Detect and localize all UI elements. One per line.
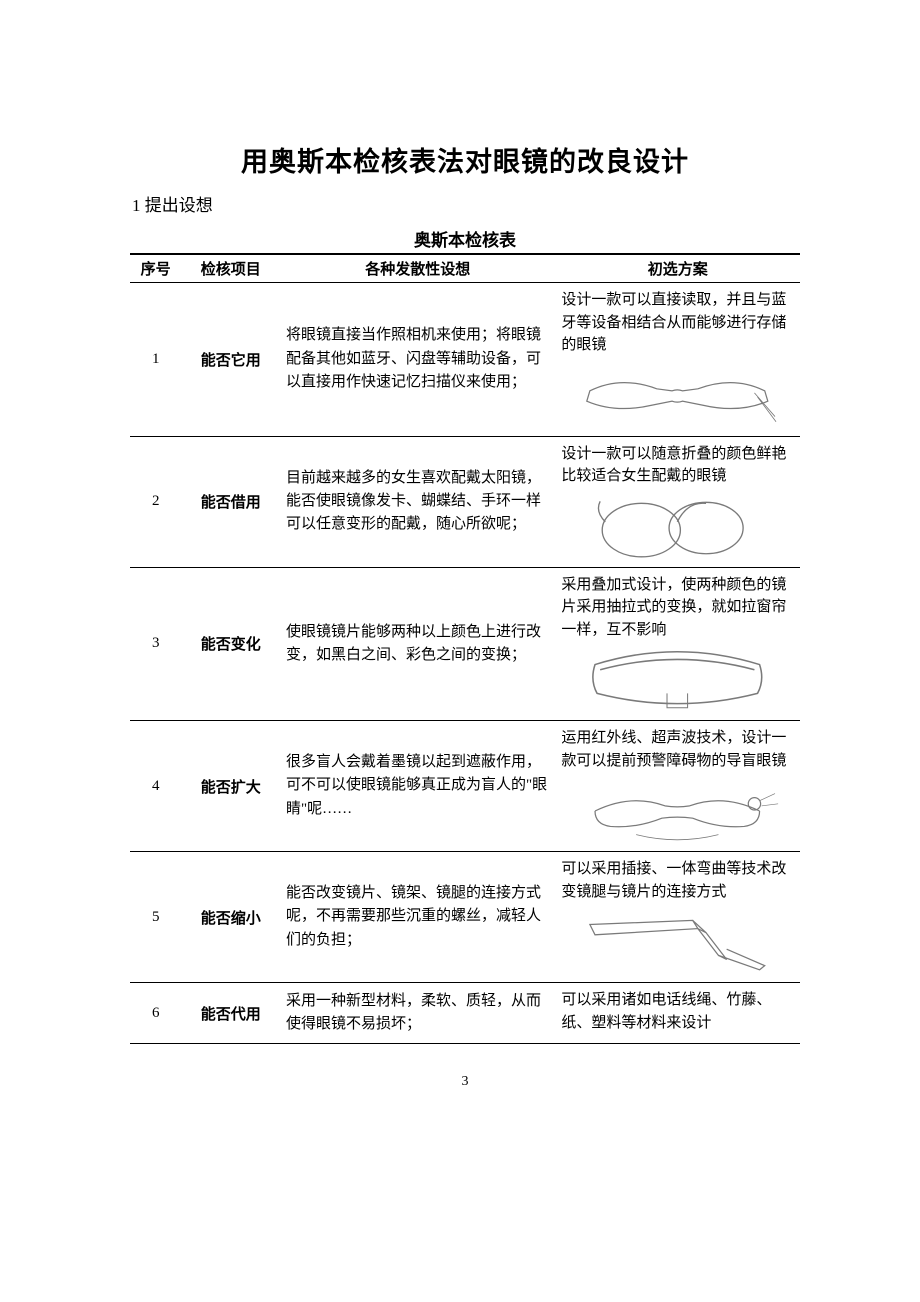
- cell-item: 能否代用: [181, 983, 280, 1044]
- table-row: 1 能否它用 将眼镜直接当作照相机来使用；将眼镜配备其他如蓝牙、闪盘等辅助设备，…: [130, 283, 800, 437]
- cell-plan: 运用红外线、超声波技术，设计一款可以提前预警障碍物的导盲眼镜: [555, 721, 800, 852]
- header-num: 序号: [130, 254, 181, 283]
- cell-item: 能否扩大: [181, 721, 280, 852]
- cell-item: 能否借用: [181, 436, 280, 567]
- cell-idea: 将眼镜直接当作照相机来使用；将眼镜配备其他如蓝牙、闪盘等辅助设备，可以直接用作快…: [280, 283, 555, 437]
- plan-text: 采用叠加式设计，使两种颜色的镜片采用抽拉式的变换，就如拉窗帘一样，互不影响: [561, 574, 794, 642]
- cell-item: 能否缩小: [181, 852, 280, 983]
- sketch-glasses-fold: [561, 491, 794, 563]
- cell-item: 能否变化: [181, 567, 280, 721]
- cell-plan: 采用叠加式设计，使两种颜色的镜片采用抽拉式的变换，就如拉窗帘一样，互不影响: [555, 567, 800, 721]
- cell-idea: 很多盲人会戴着墨镜以起到遮蔽作用，可不可以使眼镜能够真正成为盲人的"眼睛"呢……: [280, 721, 555, 852]
- cell-num: 3: [130, 567, 181, 721]
- plan-text: 运用红外线、超声波技术，设计一款可以提前预警障碍物的导盲眼镜: [561, 727, 794, 772]
- cell-idea: 目前越来越多的女生喜欢配戴太阳镜，能否使眼镜像发卡、蝴蝶结、手环一样可以任意变形…: [280, 436, 555, 567]
- table-row: 2 能否借用 目前越来越多的女生喜欢配戴太阳镜，能否使眼镜像发卡、蝴蝶结、手环一…: [130, 436, 800, 567]
- cell-num: 6: [130, 983, 181, 1044]
- plan-text: 可以采用插接、一体弯曲等技术改变镜腿与镜片的连接方式: [561, 858, 794, 903]
- cell-item: 能否它用: [181, 283, 280, 437]
- section-heading: 1 提出设想: [130, 191, 800, 216]
- page-number: 3: [130, 1074, 800, 1090]
- cell-num: 2: [130, 436, 181, 567]
- sketch-glasses-band: [561, 644, 794, 716]
- cell-num: 4: [130, 721, 181, 852]
- page-title: 用奥斯本检核表法对眼镜的改良设计: [130, 140, 800, 179]
- cell-plan: 可以采用插接、一体弯曲等技术改变镜腿与镜片的连接方式: [555, 852, 800, 983]
- plan-text: 可以采用诸如电话线绳、竹藤、纸、塑料等材料来设计: [561, 989, 794, 1034]
- cell-plan: 设计一款可以随意折叠的颜色鲜艳比较适合女生配戴的眼镜: [555, 436, 800, 567]
- table-header-row: 序号 检核项目 各种发散性设想 初选方案: [130, 254, 800, 283]
- cell-idea: 使眼镜镜片能够两种以上颜色上进行改变，如黑白之间、彩色之间的变换；: [280, 567, 555, 721]
- cell-idea: 能否改变镜片、镜架、镜腿的连接方式呢，不再需要那些沉重的螺丝，减轻人们的负担；: [280, 852, 555, 983]
- table-row: 4 能否扩大 很多盲人会戴着墨镜以起到遮蔽作用，可不可以使眼镜能够真正成为盲人的…: [130, 721, 800, 852]
- header-idea: 各种发散性设想: [280, 254, 555, 283]
- table-row: 6 能否代用 采用一种新型材料，柔软、质轻，从而使得眼镜不易损坏； 可以采用诸如…: [130, 983, 800, 1044]
- table-row: 5 能否缩小 能否改变镜片、镜架、镜腿的连接方式呢，不再需要那些沉重的螺丝，减轻…: [130, 852, 800, 983]
- sketch-glasses-guide: [561, 775, 794, 847]
- cell-plan: 可以采用诸如电话线绳、竹藤、纸、塑料等材料来设计: [555, 983, 800, 1044]
- cell-idea: 采用一种新型材料，柔软、质轻，从而使得眼镜不易损坏；: [280, 983, 555, 1044]
- cell-plan: 设计一款可以直接读取，并且与蓝牙等设备相结合从而能够进行存储的眼镜: [555, 283, 800, 437]
- cell-num: 5: [130, 852, 181, 983]
- osborn-table: 序号 检核项目 各种发散性设想 初选方案 1 能否它用 将眼镜直接当作照相机来使…: [130, 253, 800, 1044]
- sketch-glasses-tech: [561, 360, 794, 432]
- sketch-glasses-joint: [561, 906, 794, 978]
- header-item: 检核项目: [181, 254, 280, 283]
- header-plan: 初选方案: [555, 254, 800, 283]
- table-caption: 奥斯本检核表: [130, 226, 800, 251]
- table-row: 3 能否变化 使眼镜镜片能够两种以上颜色上进行改变，如黑白之间、彩色之间的变换；…: [130, 567, 800, 721]
- plan-text: 设计一款可以直接读取，并且与蓝牙等设备相结合从而能够进行存储的眼镜: [561, 289, 794, 357]
- plan-text: 设计一款可以随意折叠的颜色鲜艳比较适合女生配戴的眼镜: [561, 443, 794, 488]
- cell-num: 1: [130, 283, 181, 437]
